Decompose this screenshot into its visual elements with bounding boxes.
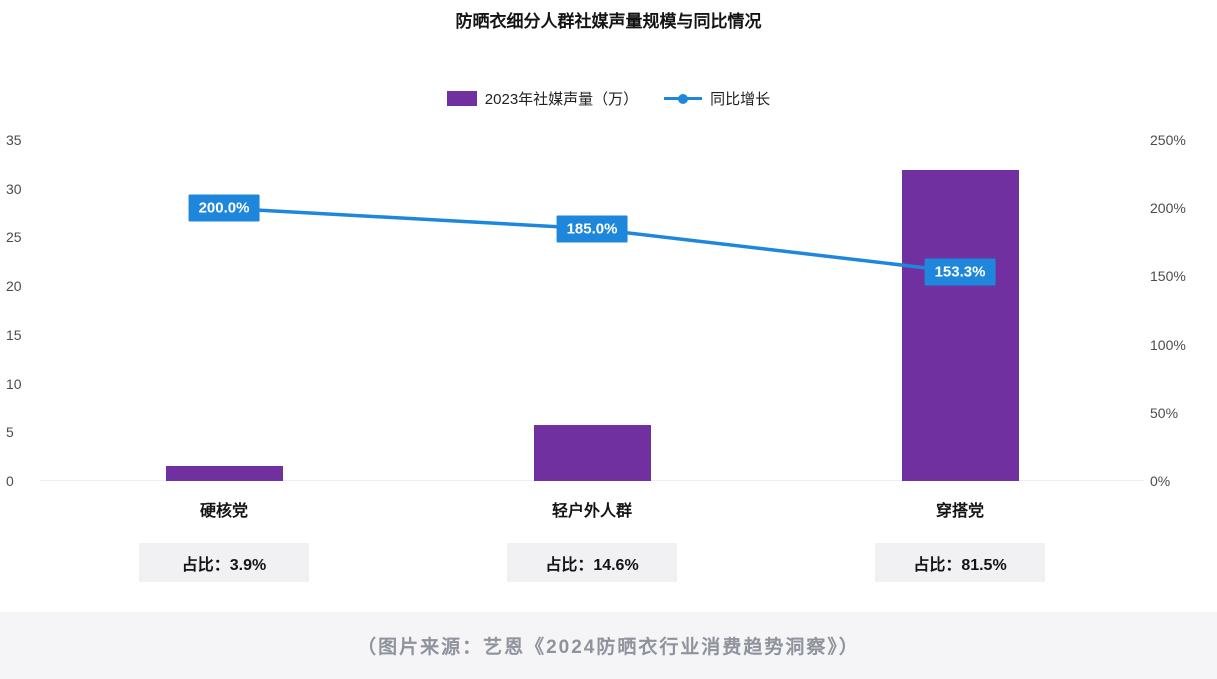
share-badge: 占比：81.5%: [875, 543, 1045, 582]
left-axis-tick: 25: [6, 229, 22, 246]
category-label: 硬核党: [199, 503, 249, 520]
line-point-label: 200.0%: [188, 194, 260, 222]
left-axis-tick: 15: [6, 326, 22, 343]
left-axis-tick: 5: [6, 424, 14, 441]
source-caption: （图片来源：艺恩《2024防晒衣行业消费趋势洞察》）: [357, 637, 860, 658]
line-dot-icon: [678, 93, 689, 104]
right-axis-tick: 50%: [1150, 404, 1179, 421]
line-point-label: 185.0%: [556, 215, 628, 243]
line-point-label: 153.3%: [924, 258, 996, 286]
chart-title: 防晒衣细分人群社媒声量规模与同比情况: [455, 12, 762, 31]
bar-swatch-icon: [446, 91, 477, 106]
left-axis-tick: 0: [6, 473, 14, 489]
right-axis-tick: 250%: [1150, 132, 1186, 148]
legend-growth-label: 同比增长: [710, 91, 771, 108]
volume-bar: [901, 170, 1019, 481]
plot-area: 200.0% 185.0% 153.3%: [40, 140, 1144, 481]
growth-line: [219, 203, 965, 277]
legend-item-growth: 同比增长: [664, 88, 770, 109]
share-badge: 占比：14.6%: [507, 543, 677, 582]
legend-item-volume: 2023年社媒声量（万）: [446, 88, 639, 109]
left-axis-tick: 35: [6, 132, 22, 148]
right-axis-tick: 0%: [1150, 473, 1171, 489]
footer: （图片来源：艺恩《2024防晒衣行业消费趋势洞察》）: [0, 612, 1217, 679]
right-axis-tick: 100%: [1150, 336, 1186, 353]
category-label: 轻户外人群: [551, 503, 633, 520]
line-swatch-icon: [664, 93, 703, 104]
volume-bar: [533, 425, 651, 481]
volume-bar: [165, 466, 283, 481]
chart-legend: 2023年社媒声量（万） 同比增长: [0, 88, 1217, 109]
right-axis-tick: 200%: [1150, 200, 1186, 217]
left-axis-tick: 20: [6, 278, 22, 295]
left-axis-tick: 30: [6, 180, 22, 197]
right-axis-tick: 150%: [1150, 268, 1186, 285]
share-badge: 占比：3.9%: [139, 543, 309, 582]
left-axis-tick: 10: [6, 375, 22, 392]
legend-volume-label: 2023年社媒声量（万）: [484, 91, 639, 108]
category-label: 穿搭党: [935, 503, 985, 520]
